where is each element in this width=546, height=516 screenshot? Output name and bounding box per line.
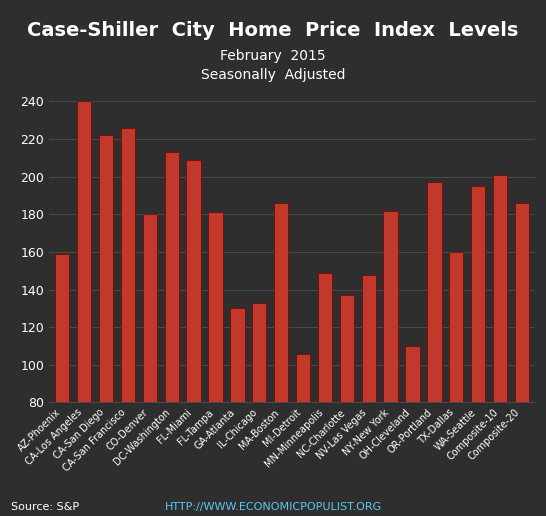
Text: Seasonally  Adjusted: Seasonally Adjusted [201, 68, 345, 82]
Bar [209, 213, 223, 402]
Bar [55, 254, 69, 402]
Bar [99, 135, 113, 402]
Text: Case-Shiller  City  Home  Price  Index  Levels: Case-Shiller City Home Price Index Level… [27, 21, 519, 40]
Bar [143, 214, 157, 402]
Bar [405, 346, 420, 402]
Bar [187, 160, 201, 402]
Bar [340, 295, 354, 402]
Bar [515, 203, 529, 402]
Bar [383, 211, 397, 402]
Bar [274, 203, 288, 402]
Bar [428, 182, 442, 402]
Bar [121, 128, 135, 402]
Bar [77, 101, 91, 402]
Text: Source: S&P: Source: S&P [11, 502, 79, 512]
Bar [164, 152, 179, 402]
Bar [471, 186, 485, 402]
Bar [361, 275, 376, 402]
Bar [296, 353, 310, 402]
Bar [252, 303, 266, 402]
Bar [318, 272, 332, 402]
Text: HTTP://WWW.ECONOMICPOPULIST.ORG: HTTP://WWW.ECONOMICPOPULIST.ORG [164, 502, 382, 512]
Text: February  2015: February 2015 [220, 49, 326, 63]
Bar [230, 309, 245, 402]
Bar [493, 175, 507, 402]
Bar [449, 252, 464, 402]
